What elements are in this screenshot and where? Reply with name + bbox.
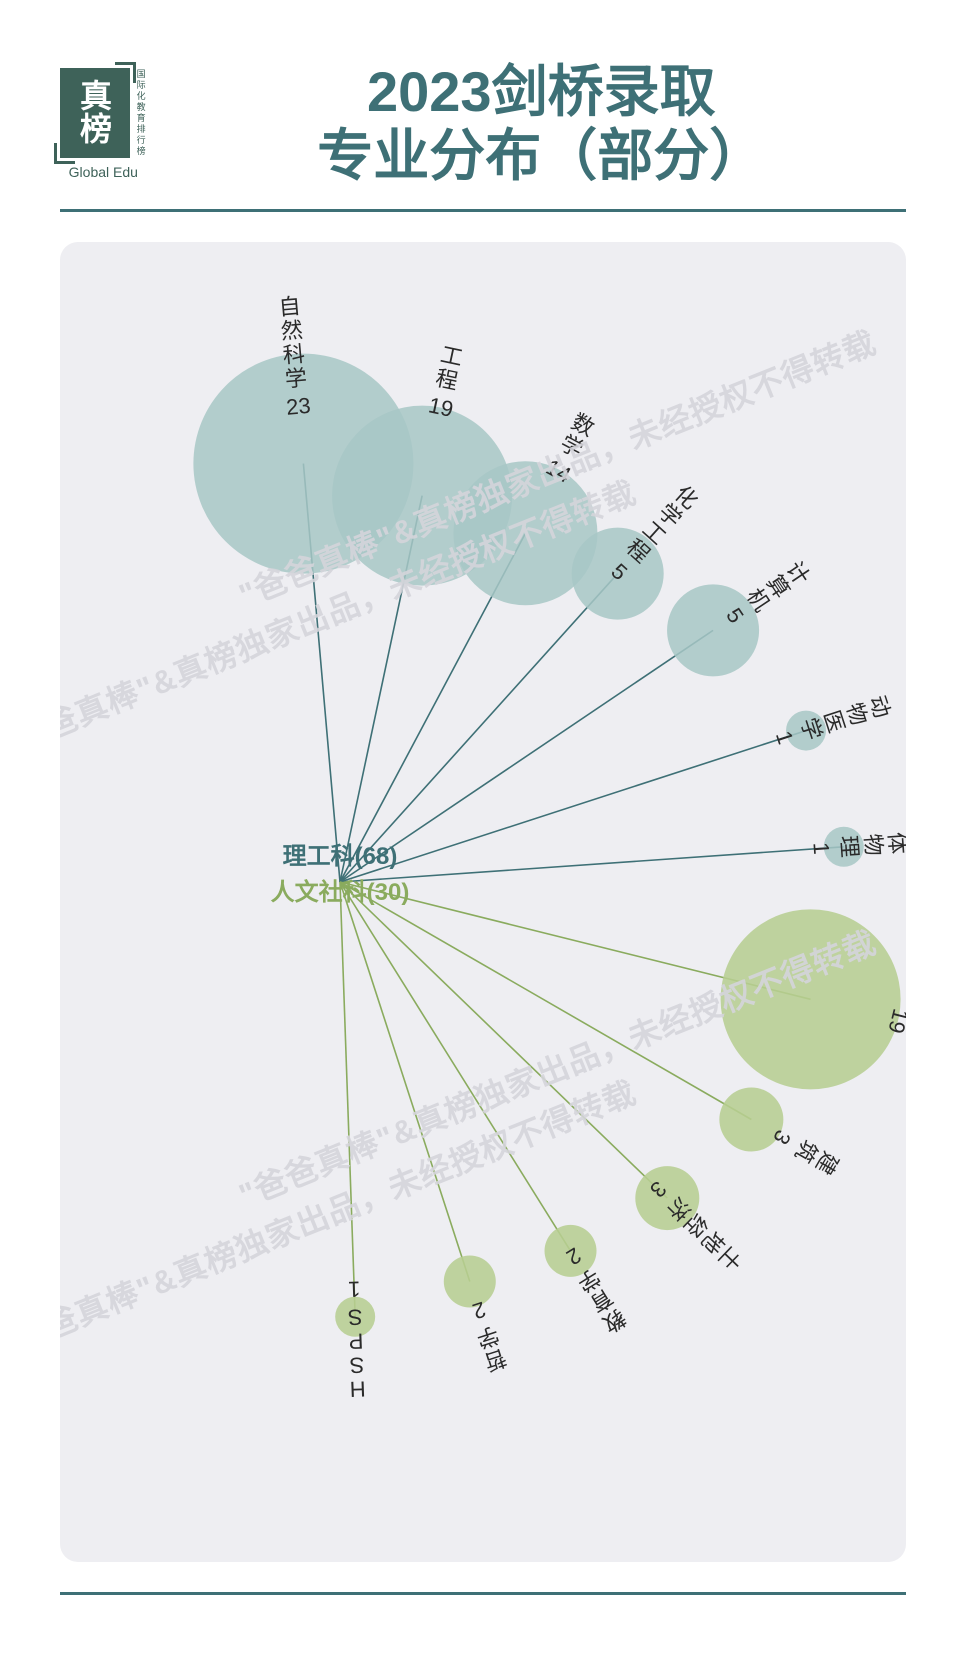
- bubble-label-group: 建筑3: [766, 1121, 844, 1179]
- divider-top: [60, 209, 906, 212]
- bubble-label-char: 科: [282, 341, 306, 368]
- page: 真 榜 国际化教育排行榜 Global Edu 2023剑桥录取 专业分布（部分…: [0, 0, 966, 1635]
- connector-line: [340, 882, 470, 1281]
- page-title: 2023剑桥录取 专业分布（部分）: [177, 60, 906, 189]
- bubble-label-group: 工程19: [426, 341, 466, 421]
- logo-cn-bottom: 榜: [80, 113, 110, 147]
- bubble-value: 1: [348, 1276, 361, 1301]
- divider-bottom: [60, 1592, 906, 1595]
- bubble-label-char: 学: [284, 365, 308, 392]
- bubble-label-char: 学: [474, 1322, 503, 1353]
- brand-logo: 真 榜 国际化教育排行榜 Global Edu: [60, 68, 147, 180]
- bubble: [721, 909, 901, 1089]
- category-label: 人文社科(30): [271, 878, 410, 906]
- bubble-label-char: S: [349, 1352, 365, 1377]
- bubble: [444, 1255, 496, 1307]
- connector-line: [340, 882, 667, 1198]
- bubble-label-char: 自: [278, 293, 302, 320]
- logo-cn-top: 真: [80, 80, 110, 114]
- bubble-label-char: 体: [884, 831, 906, 855]
- bubble-label-char: H: [349, 1376, 366, 1402]
- title-line-1: 2023剑桥录取: [177, 60, 906, 124]
- bubble: [719, 1087, 783, 1151]
- logo-en: Global Edu: [69, 164, 138, 180]
- connector-line: [340, 847, 844, 882]
- connector-line: [340, 882, 571, 1251]
- bubble-label-char: 物: [860, 833, 886, 857]
- chart-container: "爸爸真棒"&真榜独家出品，未经授权不得转载 "爸爸真棒"&真榜独家出品，未经授…: [60, 242, 906, 1562]
- bubble-value: 19: [426, 392, 455, 422]
- logo-square-icon: 真 榜: [60, 68, 130, 158]
- bubble-value: 23: [285, 393, 312, 420]
- header: 真 榜 国际化教育排行榜 Global Edu 2023剑桥录取 专业分布（部分…: [60, 60, 906, 189]
- category-label: 理工科(68): [283, 843, 398, 870]
- bubble-label-group: 数学14: [542, 408, 600, 487]
- radial-bubble-chart: 自然科学23工程19数学14化学工程5计算机5动物医学1天体物理1经济19建筑3…: [60, 242, 906, 1562]
- bubble-label-group: HSPS1: [346, 1276, 366, 1401]
- connector-line: [340, 882, 751, 1120]
- bubble-label-char: S: [347, 1304, 363, 1329]
- bubble-label-char: P: [348, 1328, 364, 1353]
- bubble-label-char: 理: [836, 834, 862, 858]
- bubble-value: 3: [768, 1125, 796, 1148]
- bubble-value: 1: [808, 841, 834, 855]
- title-line-2: 专业分布（部分）: [177, 124, 906, 188]
- logo-main: 真 榜 国际化教育排行榜: [60, 68, 147, 158]
- connector-line: [340, 882, 355, 1317]
- bubble-label-char: 然: [280, 317, 304, 344]
- bubble-label-char: 程: [433, 365, 460, 394]
- bubble-label-group: 天体物理1: [808, 829, 906, 860]
- connector-line: [340, 730, 806, 881]
